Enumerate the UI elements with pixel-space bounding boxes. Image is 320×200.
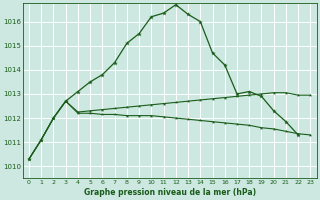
X-axis label: Graphe pression niveau de la mer (hPa): Graphe pression niveau de la mer (hPa) xyxy=(84,188,256,197)
